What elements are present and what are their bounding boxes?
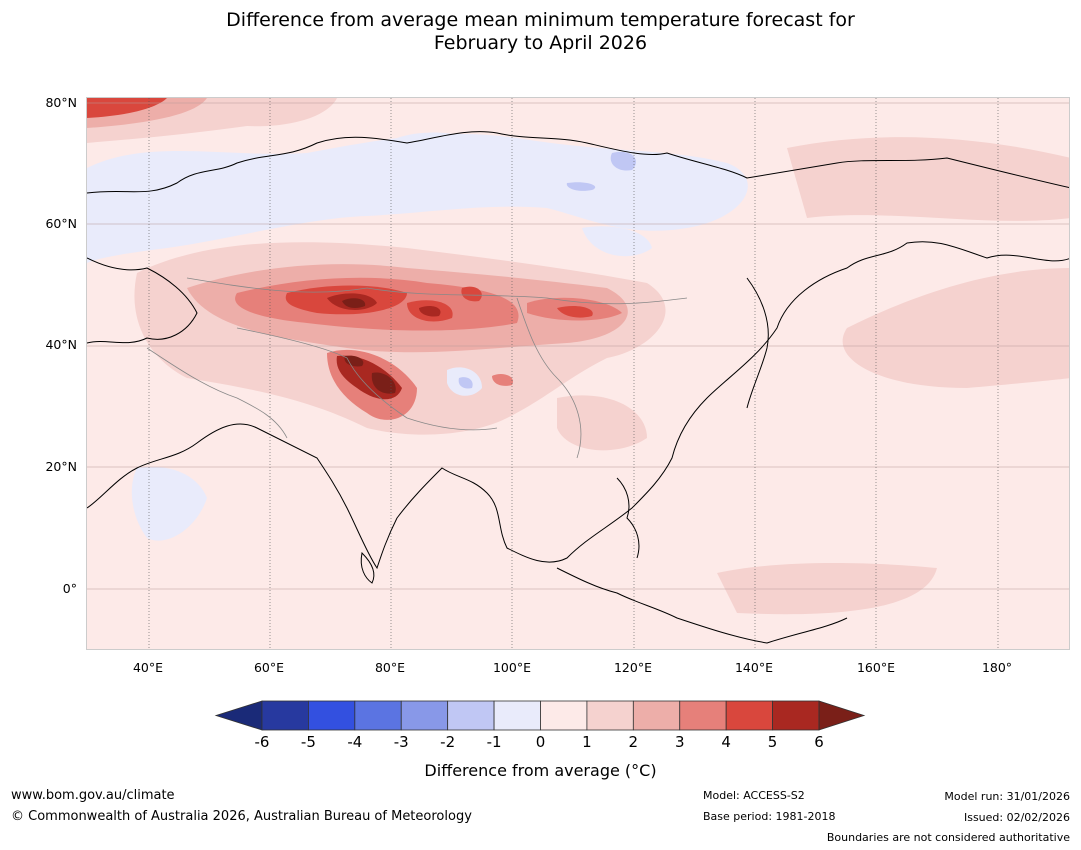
coastline-south-asia — [87, 241, 1069, 570]
cool-anomaly-central — [582, 226, 652, 257]
colorbar-tick-label: -1 — [486, 733, 502, 751]
coastline-caspian-black-sea — [87, 257, 198, 344]
border-himalaya — [236, 327, 498, 431]
colorbar — [214, 700, 866, 731]
colorbar-tick-label: 1 — [582, 733, 592, 751]
lon-label-80e: 80°E — [374, 660, 406, 675]
longitude-gridlines — [148, 98, 999, 649]
lon-label-160e: 160°E — [856, 660, 895, 675]
warm-anomaly-tibet-4 — [344, 355, 364, 367]
lon-label-140e: 140°E — [734, 660, 773, 675]
colorbar-label: Difference from average (°C) — [424, 761, 657, 780]
footer-model-run: Model run: 31/01/2026 — [944, 790, 1070, 803]
cool-anomaly-spot-2 — [566, 182, 596, 191]
lat-label-80n: 80°N — [45, 95, 77, 110]
colorbar-cell — [400, 700, 449, 731]
map-canvas — [87, 98, 1069, 649]
colorbar-cell — [354, 700, 402, 731]
warm-anomaly-east-tibet — [492, 374, 513, 386]
colorbar-tick-label: -6 — [254, 733, 270, 751]
warm-anomaly-central-asia-6 — [342, 298, 366, 309]
coastline-sri-lanka — [360, 551, 375, 584]
cool-anomaly-spot-1 — [610, 151, 636, 171]
country-borders — [146, 277, 688, 459]
colorbar-cell — [447, 700, 495, 731]
cool-anomaly-qinghai-2 — [458, 377, 473, 389]
cool-anomaly-siberia — [87, 133, 748, 263]
colorbar-cell — [493, 700, 541, 731]
warm-anomaly-central-asia-8 — [419, 305, 441, 317]
colorbar-under-arrow — [214, 700, 263, 731]
warm-anomaly-west-pacific — [717, 563, 937, 615]
footer-base-period: Base period: 1981-2018 — [703, 810, 836, 823]
lon-label-180: 180° — [981, 660, 1013, 675]
coastline-philippines — [616, 477, 640, 559]
title-line-2: February to April 2026 — [433, 32, 648, 54]
colorbar-cell — [772, 700, 820, 731]
colorbar-cell — [540, 700, 588, 731]
colorbar-tick-label: -3 — [393, 733, 409, 751]
colorbar-cell — [261, 700, 309, 731]
colorbar-cell — [308, 700, 356, 731]
colorbar-tick-label: 2 — [628, 733, 639, 751]
colorbar-tick-label: -4 — [347, 733, 363, 751]
cool-anomaly-kara — [397, 132, 477, 150]
border-china-west — [516, 297, 582, 459]
coastlines — [87, 131, 1069, 644]
warm-anomaly-north-xinjiang — [461, 286, 482, 302]
colorbar-over-arrow — [818, 700, 866, 731]
lat-label-40n: 40°N — [45, 337, 77, 352]
footer-model: Model: ACCESS-S2 — [703, 789, 805, 802]
coastline-indonesia — [556, 567, 848, 644]
cool-anomaly-spot-3 — [706, 173, 740, 195]
colorbar-tick-label: 0 — [535, 733, 546, 751]
coastline-arctic — [87, 131, 1069, 194]
colorbar-cell — [725, 700, 773, 731]
warm-anomaly-china — [557, 395, 647, 451]
footer-copyright: © Commonwealth of Australia 2026, Austra… — [11, 809, 472, 824]
colorbar-cell — [679, 700, 727, 731]
lat-label-20n: 20°N — [45, 459, 77, 474]
warm-anomaly-north-pacific — [842, 268, 1069, 388]
border-russia-south — [186, 277, 688, 305]
cool-anomaly-east-africa — [131, 466, 207, 541]
chart-title: Difference from average mean minimum tem… — [0, 9, 1081, 55]
footer-issued: Issued: 02/02/2026 — [963, 811, 1070, 824]
colorbar-tick-label: 3 — [674, 733, 685, 751]
colorbar-cells — [261, 700, 820, 731]
footer-website: www.bom.gov.au/climate — [11, 788, 175, 803]
latitude-gridlines — [87, 102, 1069, 590]
lon-label-120e: 120°E — [613, 660, 652, 675]
border-middle-east — [146, 347, 288, 439]
colorbar-cell — [586, 700, 634, 731]
colorbar-tick-label: 6 — [814, 733, 824, 751]
colorbar-tick-label: 5 — [767, 733, 778, 751]
title-line-1: Difference from average mean minimum tem… — [226, 9, 855, 31]
forecast-map — [86, 97, 1070, 650]
coastline-japan — [746, 277, 769, 409]
footer-disclaimer: Boundaries are not considered authoritat… — [826, 831, 1070, 844]
warm-anomaly-mongolia-2 — [557, 305, 593, 318]
lon-label-40e: 40°E — [132, 660, 164, 675]
lat-label-60n: 60°N — [45, 216, 77, 231]
warm-anomaly-east-siberia — [787, 137, 1069, 221]
warm-anomaly-tibet-3 — [371, 372, 396, 394]
colorbar-tick-label: -5 — [300, 733, 316, 751]
lon-label-60e: 60°E — [253, 660, 285, 675]
colorbar-tick-label: -2 — [440, 733, 456, 751]
lat-label-0: 0° — [62, 581, 77, 596]
lon-label-100e: 100°E — [492, 660, 531, 675]
colorbar-cell — [632, 700, 681, 731]
colorbar-tick-label: 4 — [721, 733, 731, 751]
